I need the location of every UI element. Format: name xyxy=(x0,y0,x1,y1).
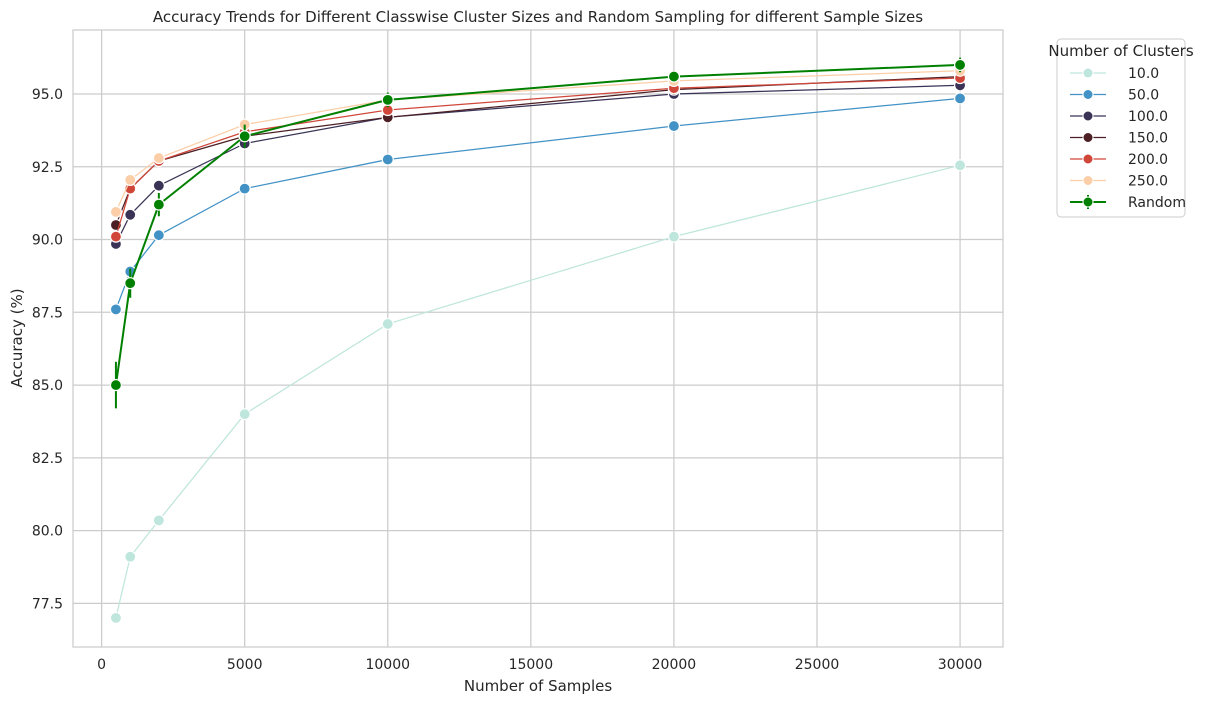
data-point xyxy=(124,550,137,563)
legend-swatch-marker xyxy=(1082,175,1094,186)
x-tick-label: 15000 xyxy=(509,657,554,673)
legend-label: 200.0 xyxy=(1128,152,1168,168)
data-point xyxy=(152,198,165,211)
y-tick-label: 95.0 xyxy=(32,87,63,103)
data-point xyxy=(667,70,681,83)
x-tick-label: 30000 xyxy=(938,657,983,673)
y-tick-label: 85.0 xyxy=(32,378,63,394)
y-tick-label: 92.5 xyxy=(32,160,63,176)
y-tick-label: 90.0 xyxy=(32,233,63,249)
legend-items: 10.0 50.0 100.0 150.0 200.0 250.0 Random xyxy=(1070,66,1186,211)
data-point xyxy=(381,93,394,106)
x-tick-label: 10000 xyxy=(365,657,410,673)
plot-area xyxy=(73,30,1003,647)
data-point xyxy=(953,159,967,172)
data-point xyxy=(124,208,137,221)
legend-label: Random xyxy=(1128,195,1186,211)
axis-ticks: 0 5000 10000 15000 20000 25000 30000 77.5 80.0 82… xyxy=(32,87,983,673)
legend-swatch-marker xyxy=(1082,110,1094,122)
data-point xyxy=(152,229,165,242)
data-point xyxy=(953,92,967,105)
data-point xyxy=(109,230,123,243)
data-point xyxy=(381,317,394,331)
data-point xyxy=(953,58,967,72)
legend-label: 100.0 xyxy=(1128,109,1168,125)
x-tick-label: 20000 xyxy=(652,657,697,673)
x-axis-title: Number of Samples xyxy=(464,677,612,695)
data-point xyxy=(152,514,165,527)
legend-box xyxy=(1056,38,1186,218)
legend-item: 50.0 xyxy=(1070,88,1159,104)
legend: Number of Clusters 10.0 50.0 100.0 150.0 200… xyxy=(1048,38,1194,218)
data-point xyxy=(109,611,123,624)
legend-item: 100.0 xyxy=(1070,109,1168,125)
legend-item: 150.0 xyxy=(1070,131,1168,147)
series-random xyxy=(109,57,967,409)
data-point xyxy=(381,153,394,166)
legend-title: Number of Clusters xyxy=(1048,42,1193,60)
legend-swatch-marker xyxy=(1082,132,1094,143)
y-tick-label: 82.5 xyxy=(32,451,63,467)
legend-swatch-marker xyxy=(1082,67,1094,79)
legend-item: 250.0 xyxy=(1070,174,1168,190)
data-point xyxy=(109,205,123,218)
legend-label: 10.0 xyxy=(1128,66,1159,82)
legend-item: Random xyxy=(1070,195,1186,211)
legend-item: 200.0 xyxy=(1070,152,1168,168)
data-point xyxy=(124,277,137,290)
legend-swatch-marker xyxy=(1082,89,1094,100)
legend-label: 50.0 xyxy=(1128,88,1159,104)
data-point xyxy=(152,179,165,192)
plot-frame xyxy=(72,29,1004,648)
y-tick-label: 80.0 xyxy=(32,524,63,540)
data-point xyxy=(667,119,681,133)
chart-title: Accuracy Trends for Different Classwise … xyxy=(153,8,923,26)
x-tick-label: 25000 xyxy=(795,657,840,673)
data-point xyxy=(238,408,251,421)
legend-item: 10.0 xyxy=(1070,66,1159,82)
data-point xyxy=(109,303,123,316)
legend-swatch-marker xyxy=(1082,153,1094,165)
data-point xyxy=(238,130,251,143)
series-10-0 xyxy=(109,159,967,624)
data-point xyxy=(152,151,165,165)
y-axis-title: Accuracy (%) xyxy=(8,288,26,387)
y-tick-label: 87.5 xyxy=(32,305,63,321)
series-layer xyxy=(109,57,967,624)
legend-label: 150.0 xyxy=(1128,131,1168,147)
grid-lines xyxy=(73,30,1003,647)
x-tick-label: 0 xyxy=(97,657,106,673)
x-tick-label: 5000 xyxy=(227,657,263,673)
data-point xyxy=(238,182,251,195)
legend-label: 250.0 xyxy=(1128,174,1168,190)
data-point xyxy=(109,378,123,392)
legend-swatch-marker xyxy=(1082,196,1094,208)
y-tick-label: 77.5 xyxy=(32,596,63,612)
data-point xyxy=(667,230,681,243)
data-point xyxy=(124,173,137,186)
